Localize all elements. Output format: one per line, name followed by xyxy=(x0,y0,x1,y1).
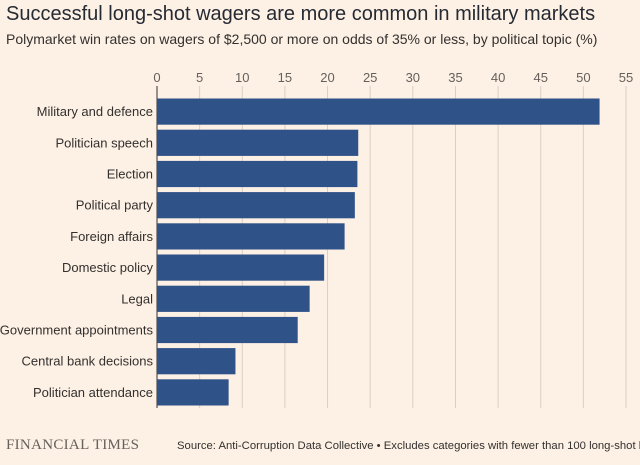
bar xyxy=(157,160,358,188)
x-tick-label: 10 xyxy=(235,70,249,85)
x-tick-label: 0 xyxy=(153,70,160,85)
chart-title: Successful long-shot wagers are more com… xyxy=(6,3,596,25)
bar xyxy=(157,285,310,312)
x-tick-label: 55 xyxy=(619,70,633,85)
x-tick-label: 40 xyxy=(491,70,505,85)
bar xyxy=(157,348,236,375)
category-label: Legal xyxy=(121,291,153,306)
x-tick-label: 15 xyxy=(278,70,292,85)
x-tick-label: 30 xyxy=(406,70,420,85)
category-label: Foreign affairs xyxy=(70,229,153,244)
source-note: Source: Anti-Corruption Data Collective … xyxy=(177,440,640,452)
bar xyxy=(157,379,229,406)
category-label: Politician speech xyxy=(55,135,153,150)
x-tick-label: 5 xyxy=(196,70,203,85)
bar xyxy=(157,223,345,250)
x-tick-label: 20 xyxy=(320,70,334,85)
bar xyxy=(157,316,298,344)
category-label: Election xyxy=(107,167,153,182)
bar xyxy=(157,254,325,281)
ft-logo: FINANCIAL TIMES xyxy=(6,437,140,453)
bar xyxy=(157,98,600,125)
x-tick-label: 50 xyxy=(576,70,590,85)
bar xyxy=(157,192,355,219)
category-label: Politician attendance xyxy=(33,385,153,400)
category-label: Military and defence xyxy=(37,104,153,119)
category-label: Domestic policy xyxy=(62,260,154,275)
x-tick-label: 45 xyxy=(533,70,547,85)
category-label: Government appointments xyxy=(0,323,153,338)
x-tick-label: 25 xyxy=(363,70,377,85)
chart-subtitle: Polymarket win rates on wagers of $2,500… xyxy=(6,31,598,47)
category-label: Political party xyxy=(76,198,154,213)
category-label: Central bank decisions xyxy=(21,354,153,369)
x-tick-label: 35 xyxy=(448,70,462,85)
bar xyxy=(157,129,359,156)
